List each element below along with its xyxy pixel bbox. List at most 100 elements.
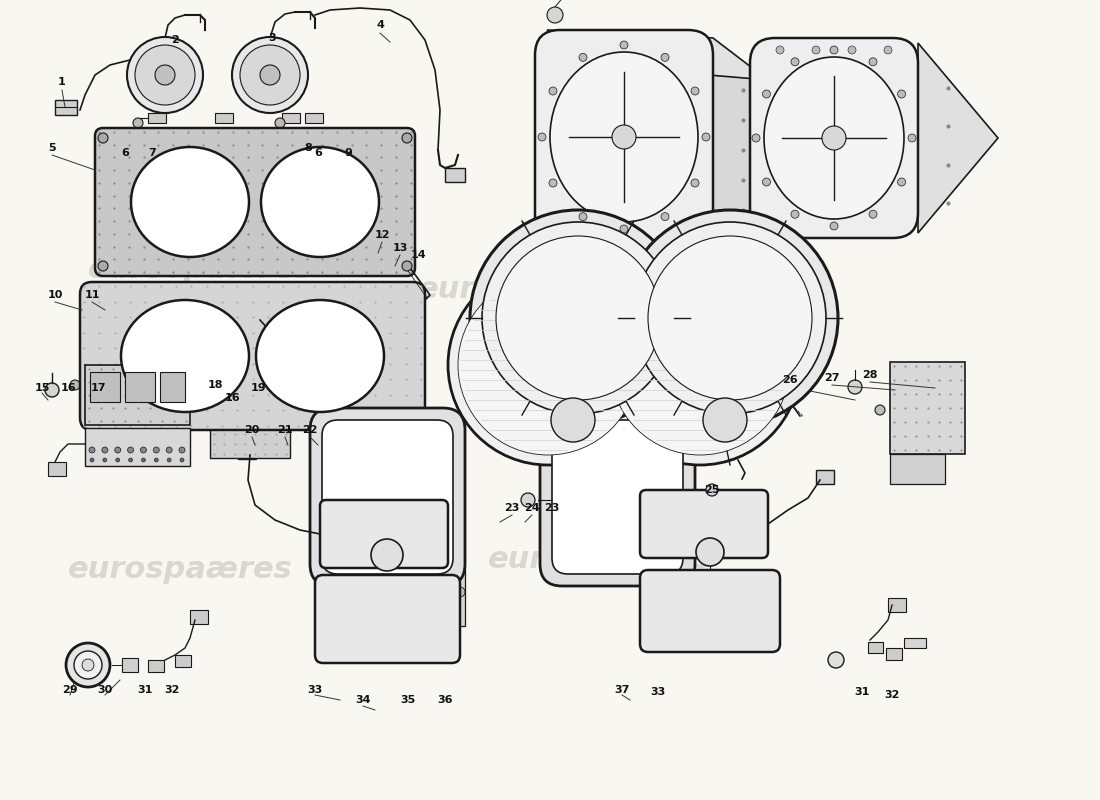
Bar bbox=[55, 100, 77, 115]
Circle shape bbox=[822, 126, 846, 150]
Bar bbox=[125, 372, 155, 402]
Ellipse shape bbox=[261, 147, 380, 257]
Ellipse shape bbox=[764, 57, 904, 219]
Circle shape bbox=[830, 222, 838, 230]
Circle shape bbox=[126, 37, 204, 113]
Text: 33: 33 bbox=[307, 685, 322, 695]
Text: eurospaæres: eurospaæres bbox=[487, 546, 713, 574]
Text: 24: 24 bbox=[525, 503, 540, 513]
Text: 35: 35 bbox=[400, 695, 416, 705]
Circle shape bbox=[869, 210, 877, 218]
Bar bbox=[238, 445, 256, 459]
Circle shape bbox=[133, 118, 143, 128]
Text: 26: 26 bbox=[782, 375, 797, 385]
Polygon shape bbox=[918, 43, 998, 233]
Circle shape bbox=[129, 458, 133, 462]
Circle shape bbox=[848, 46, 856, 54]
Ellipse shape bbox=[256, 300, 384, 412]
Circle shape bbox=[89, 447, 95, 453]
Text: 22: 22 bbox=[302, 425, 318, 435]
Circle shape bbox=[648, 236, 812, 400]
Circle shape bbox=[240, 45, 300, 105]
Circle shape bbox=[620, 41, 628, 49]
Text: 6: 6 bbox=[121, 148, 129, 158]
Circle shape bbox=[702, 133, 710, 141]
Text: 8: 8 bbox=[304, 143, 312, 153]
Circle shape bbox=[874, 405, 886, 415]
Text: 30: 30 bbox=[98, 685, 112, 695]
Ellipse shape bbox=[131, 147, 249, 257]
Bar bbox=[446, 168, 465, 182]
Text: 21: 21 bbox=[277, 425, 293, 435]
Circle shape bbox=[166, 447, 172, 453]
Circle shape bbox=[812, 46, 820, 54]
Circle shape bbox=[114, 447, 121, 453]
Text: 27: 27 bbox=[824, 373, 839, 383]
Circle shape bbox=[696, 538, 724, 566]
Bar bbox=[868, 642, 883, 653]
Text: eurospaæres: eurospaæres bbox=[88, 255, 312, 285]
Circle shape bbox=[253, 381, 267, 395]
Circle shape bbox=[155, 65, 175, 85]
Bar bbox=[148, 660, 164, 672]
Bar bbox=[890, 454, 945, 484]
Circle shape bbox=[869, 58, 877, 66]
Circle shape bbox=[371, 539, 403, 571]
Circle shape bbox=[135, 45, 195, 105]
Circle shape bbox=[691, 179, 698, 187]
Bar bbox=[148, 113, 166, 123]
Text: 5: 5 bbox=[48, 143, 56, 153]
Circle shape bbox=[74, 651, 102, 679]
Bar bbox=[190, 610, 208, 624]
Text: 17: 17 bbox=[90, 383, 106, 393]
Text: 16: 16 bbox=[60, 383, 76, 393]
Text: 10: 10 bbox=[47, 290, 63, 300]
Circle shape bbox=[752, 134, 760, 142]
Circle shape bbox=[600, 265, 800, 465]
FancyBboxPatch shape bbox=[320, 500, 448, 568]
Circle shape bbox=[98, 261, 108, 271]
Bar bbox=[888, 598, 906, 612]
Bar bbox=[48, 462, 66, 476]
Circle shape bbox=[706, 484, 718, 496]
Bar bbox=[175, 655, 191, 667]
Bar bbox=[282, 113, 300, 123]
Circle shape bbox=[374, 241, 382, 249]
Circle shape bbox=[154, 458, 158, 462]
Circle shape bbox=[90, 458, 94, 462]
FancyBboxPatch shape bbox=[315, 575, 460, 663]
FancyBboxPatch shape bbox=[540, 408, 695, 586]
Text: 14: 14 bbox=[410, 250, 426, 260]
Circle shape bbox=[142, 458, 145, 462]
Bar bbox=[218, 370, 236, 398]
Ellipse shape bbox=[550, 52, 698, 222]
Bar bbox=[214, 113, 233, 123]
Bar bbox=[248, 320, 270, 335]
Circle shape bbox=[470, 210, 686, 426]
Circle shape bbox=[521, 493, 535, 507]
Circle shape bbox=[828, 652, 844, 668]
Bar bbox=[890, 362, 965, 454]
Text: 18: 18 bbox=[207, 380, 222, 390]
Text: 29: 29 bbox=[63, 685, 78, 695]
Text: 2: 2 bbox=[172, 35, 179, 45]
Circle shape bbox=[776, 46, 784, 54]
FancyBboxPatch shape bbox=[95, 128, 415, 276]
Bar bbox=[455, 568, 465, 626]
Circle shape bbox=[141, 447, 146, 453]
Circle shape bbox=[402, 133, 412, 143]
Bar bbox=[85, 365, 190, 425]
Text: 36: 36 bbox=[438, 695, 453, 705]
FancyBboxPatch shape bbox=[750, 38, 918, 238]
Circle shape bbox=[549, 87, 557, 95]
Text: 31: 31 bbox=[138, 685, 153, 695]
Circle shape bbox=[898, 90, 905, 98]
FancyBboxPatch shape bbox=[80, 282, 425, 430]
Circle shape bbox=[624, 514, 636, 526]
Circle shape bbox=[45, 383, 59, 397]
Circle shape bbox=[260, 65, 280, 85]
Circle shape bbox=[179, 447, 185, 453]
Circle shape bbox=[236, 390, 248, 400]
Text: 13: 13 bbox=[393, 243, 408, 253]
Ellipse shape bbox=[121, 300, 249, 412]
